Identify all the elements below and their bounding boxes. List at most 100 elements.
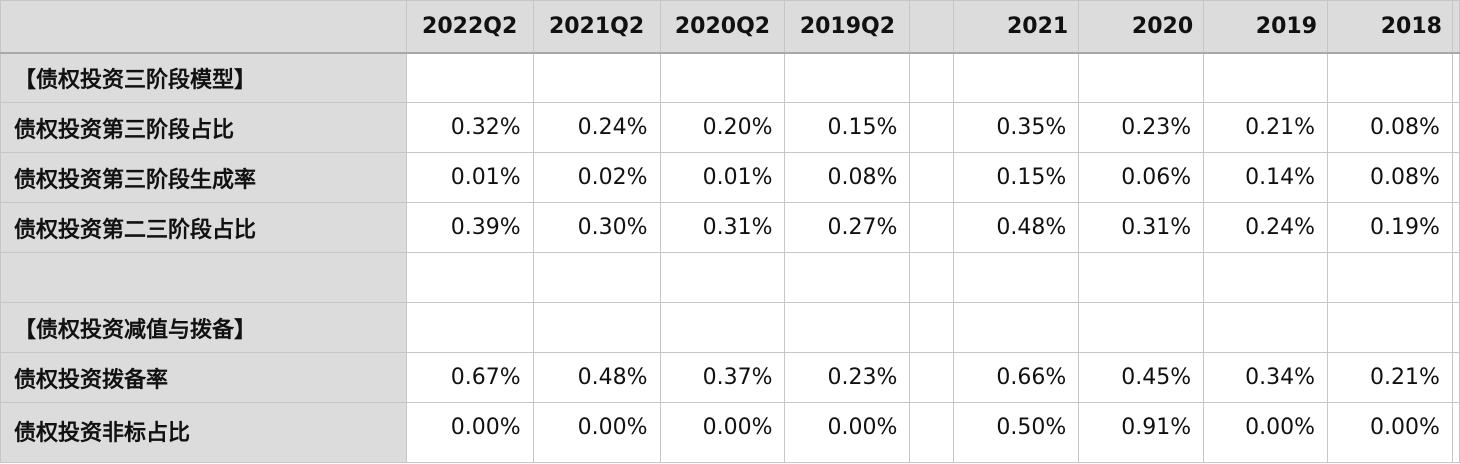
- data-cell[interactable]: 0.27%: [784, 202, 911, 253]
- column-header-quarter[interactable]: 2020Q2: [659, 0, 786, 54]
- data-cell[interactable]: [1327, 252, 1453, 303]
- data-cell[interactable]: 0.31%: [659, 202, 786, 253]
- spacer-cell[interactable]: [1451, 52, 1460, 103]
- column-header-year[interactable]: 2019: [1203, 0, 1329, 54]
- spacer-cell[interactable]: [909, 202, 955, 253]
- data-cell[interactable]: [1203, 302, 1329, 353]
- data-cell[interactable]: 0.15%: [784, 102, 911, 153]
- data-cell[interactable]: 0.08%: [784, 152, 911, 203]
- data-cell[interactable]: [1327, 302, 1453, 353]
- column-header-quarter[interactable]: 2021Q2: [532, 0, 661, 54]
- data-cell[interactable]: 0.02%: [532, 152, 661, 203]
- data-cell[interactable]: [1078, 302, 1205, 353]
- data-cell[interactable]: 0.21%: [1203, 102, 1329, 153]
- data-cell[interactable]: [659, 252, 786, 303]
- data-cell[interactable]: [659, 302, 786, 353]
- column-header-year[interactable]: 2018: [1327, 0, 1453, 54]
- data-cell[interactable]: [784, 52, 911, 103]
- data-cell[interactable]: 0.48%: [953, 202, 1080, 253]
- data-cell[interactable]: [405, 302, 534, 353]
- data-cell[interactable]: 0.24%: [1203, 202, 1329, 253]
- spacer-cell[interactable]: [1451, 102, 1460, 153]
- data-cell[interactable]: [953, 302, 1080, 353]
- data-cell[interactable]: [784, 302, 911, 353]
- data-cell[interactable]: 0.45%: [1078, 352, 1205, 403]
- data-cell[interactable]: [1078, 52, 1205, 103]
- data-cell[interactable]: 0.67%: [405, 352, 534, 403]
- data-cell[interactable]: 0.08%: [1327, 102, 1453, 153]
- spacer-cell[interactable]: [909, 52, 955, 103]
- data-cell[interactable]: 0.00%: [1327, 402, 1453, 463]
- data-cell[interactable]: 0.15%: [953, 152, 1080, 203]
- data-cell[interactable]: [532, 52, 661, 103]
- data-cell[interactable]: 0.37%: [659, 352, 786, 403]
- data-cell[interactable]: 0.08%: [1327, 152, 1453, 203]
- spacer-cell[interactable]: [1451, 202, 1460, 253]
- column-header-spacer[interactable]: [1451, 0, 1460, 54]
- row-label-cell[interactable]: 债权投资拨备率: [0, 352, 407, 403]
- spacer-cell[interactable]: [909, 302, 955, 353]
- data-cell[interactable]: 0.00%: [405, 402, 534, 463]
- spacer-cell[interactable]: [1451, 402, 1460, 463]
- data-cell[interactable]: [659, 52, 786, 103]
- data-cell[interactable]: [532, 302, 661, 353]
- data-cell[interactable]: 0.91%: [1078, 402, 1205, 463]
- data-cell[interactable]: 0.00%: [659, 402, 786, 463]
- row-label-cell[interactable]: 债权投资第二三阶段占比: [0, 202, 407, 253]
- data-cell[interactable]: 0.14%: [1203, 152, 1329, 203]
- row-label-cell[interactable]: 【债权投资减值与拨备】: [0, 302, 407, 353]
- data-cell[interactable]: 0.30%: [532, 202, 661, 253]
- spacer-cell[interactable]: [1451, 152, 1460, 203]
- spacer-cell[interactable]: [1451, 252, 1460, 303]
- data-cell[interactable]: 0.01%: [405, 152, 534, 203]
- data-cell[interactable]: 0.23%: [784, 352, 911, 403]
- spacer-cell[interactable]: [1451, 352, 1460, 403]
- data-cell[interactable]: 0.34%: [1203, 352, 1329, 403]
- spacer-cell[interactable]: [909, 252, 955, 303]
- data-cell[interactable]: [405, 52, 534, 103]
- spacer-cell[interactable]: [909, 152, 955, 203]
- data-cell[interactable]: 0.31%: [1078, 202, 1205, 253]
- data-cell[interactable]: 0.19%: [1327, 202, 1453, 253]
- data-cell[interactable]: 0.06%: [1078, 152, 1205, 203]
- spacer-cell[interactable]: [909, 352, 955, 403]
- data-cell[interactable]: 0.24%: [532, 102, 661, 153]
- data-cell[interactable]: [1327, 52, 1453, 103]
- data-cell[interactable]: [532, 252, 661, 303]
- data-cell[interactable]: 0.39%: [405, 202, 534, 253]
- data-cell[interactable]: [405, 252, 534, 303]
- row-label-cell[interactable]: [0, 252, 407, 303]
- data-cell[interactable]: [953, 252, 1080, 303]
- column-header-year[interactable]: 2020: [1078, 0, 1205, 54]
- data-cell[interactable]: [784, 252, 911, 303]
- data-cell[interactable]: 0.48%: [532, 352, 661, 403]
- column-header-quarter[interactable]: 2019Q2: [784, 0, 911, 54]
- table-row: 债权投资非标占比 0.00% 0.00% 0.00% 0.00% 0.50% 0.91% 0.…: [0, 402, 1460, 463]
- data-cell[interactable]: 0.00%: [784, 402, 911, 463]
- data-cell[interactable]: 0.23%: [1078, 102, 1205, 153]
- data-cell[interactable]: 0.01%: [659, 152, 786, 203]
- row-label-cell[interactable]: 债权投资第三阶段占比: [0, 102, 407, 153]
- data-cell[interactable]: 0.00%: [532, 402, 661, 463]
- data-cell[interactable]: 0.35%: [953, 102, 1080, 153]
- data-cell[interactable]: [1203, 252, 1329, 303]
- data-cell[interactable]: 0.00%: [1203, 402, 1329, 463]
- data-cell[interactable]: [1203, 52, 1329, 103]
- spacer-cell[interactable]: [1451, 302, 1460, 353]
- data-cell[interactable]: 0.20%: [659, 102, 786, 153]
- column-header-year[interactable]: 2021: [953, 0, 1080, 54]
- row-label-cell[interactable]: 债权投资第三阶段生成率: [0, 152, 407, 203]
- data-cell[interactable]: 0.50%: [953, 402, 1080, 463]
- column-header-quarter[interactable]: 2022Q2: [405, 0, 534, 54]
- data-cell[interactable]: 0.32%: [405, 102, 534, 153]
- header-corner-cell[interactable]: [0, 0, 407, 54]
- data-cell[interactable]: 0.66%: [953, 352, 1080, 403]
- data-cell[interactable]: 0.21%: [1327, 352, 1453, 403]
- row-label-cell[interactable]: 债权投资非标占比: [0, 402, 407, 463]
- spacer-cell[interactable]: [909, 402, 955, 463]
- data-cell[interactable]: [953, 52, 1080, 103]
- row-label-cell[interactable]: 【债权投资三阶段模型】: [0, 52, 407, 103]
- data-cell[interactable]: [1078, 252, 1205, 303]
- spacer-cell[interactable]: [909, 102, 955, 153]
- column-header-spacer[interactable]: [909, 0, 955, 54]
